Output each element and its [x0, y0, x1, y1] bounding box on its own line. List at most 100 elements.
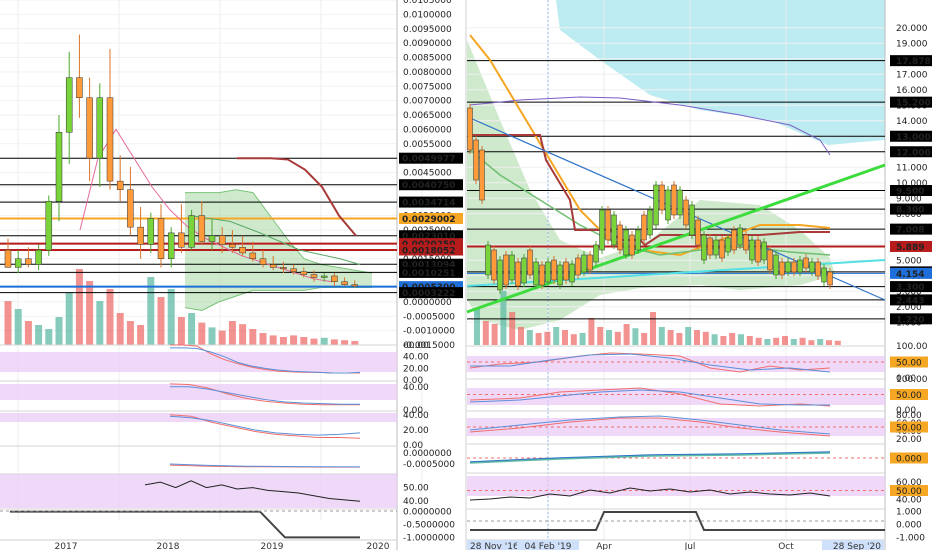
volume-bar — [320, 337, 328, 345]
volume-bar — [579, 333, 586, 345]
oscillator-tick-label: 0.00 — [403, 376, 423, 386]
oscillator-value-tag-label: 50.00 — [896, 359, 922, 369]
candle-body — [659, 184, 665, 211]
oscillator-tick-label: 100.00 — [896, 342, 928, 352]
blue-cloud — [556, 0, 885, 145]
volume-bar — [614, 331, 621, 345]
x-tick-label: 2017 — [55, 542, 78, 550]
price-level-tag — [399, 212, 463, 224]
candle-body — [785, 261, 791, 273]
candle-body — [485, 244, 491, 276]
price-level-tag-label: 0.0040750 — [402, 181, 456, 191]
purple-moving-average — [469, 96, 831, 156]
price-level-tag — [890, 240, 932, 252]
candle-body — [25, 258, 32, 265]
price-level-tag — [399, 196, 463, 208]
price-level-tag — [890, 313, 932, 325]
volume-bar — [711, 334, 718, 345]
candle-body — [479, 149, 485, 201]
volume-bar — [96, 301, 104, 345]
candle-body — [647, 209, 653, 236]
price-tick-label: 0.0000000 — [403, 298, 452, 308]
x-tick-label: Apr — [596, 542, 612, 550]
price-level-tag-label: 2.443 — [896, 296, 924, 306]
price-level-tag-label: 7.008 — [896, 226, 924, 236]
price-level-tag — [399, 152, 463, 164]
volume-bar — [667, 330, 674, 345]
oscillator-band — [0, 413, 397, 422]
volume-bar — [500, 291, 507, 345]
price-level-tag-label: 0.0029002 — [402, 215, 456, 225]
candle-body — [539, 264, 545, 286]
candle-body — [65, 77, 73, 133]
oscillator-series-line — [170, 347, 361, 374]
volume-bar — [773, 337, 780, 345]
candle-body — [743, 234, 749, 251]
volume-bar — [755, 337, 762, 345]
price-level-tag-label: 9.500 — [896, 187, 924, 197]
volume-bar — [676, 333, 683, 345]
candle-body — [707, 237, 713, 256]
volume-bar — [491, 324, 498, 345]
price-level-tag — [399, 230, 463, 242]
x-tick-label: Oct — [778, 542, 794, 550]
candle-body — [689, 204, 695, 236]
x-tick-label: 2018 — [157, 542, 180, 550]
volume-bar — [720, 336, 727, 345]
candle-body — [725, 237, 731, 253]
price-tick-label: 0.0090000 — [403, 39, 452, 49]
volume-bar — [553, 327, 560, 345]
price-level-tag — [399, 238, 463, 250]
price-tick-label: 16.000 — [896, 86, 928, 96]
oscillator-tick-label: 40.00 — [403, 383, 429, 393]
oscillator-tick-label: 0.0000000 — [403, 449, 452, 459]
volume-bar — [694, 330, 700, 345]
oscillator-series-line — [469, 389, 830, 406]
candle-body — [791, 261, 797, 273]
candle-body — [116, 180, 124, 190]
x-tick-label: 2019 — [261, 542, 284, 550]
x-tick-label: 2020 — [367, 542, 390, 550]
candle-body — [665, 189, 671, 221]
candle-body — [821, 267, 827, 283]
volume-bar — [208, 327, 216, 345]
volume-bar — [597, 327, 604, 345]
oscillator-series-line — [169, 383, 360, 406]
price-level-tag-label: 0.0013094 — [402, 261, 456, 271]
volume-bar — [228, 321, 236, 345]
candle-body — [467, 107, 473, 151]
x-tick-highlight — [822, 540, 884, 550]
price-level-tag-label: 0.0023010 — [402, 232, 456, 242]
oscillator-series-line — [469, 417, 831, 437]
volume-bar — [658, 327, 665, 345]
volume-bar — [764, 339, 771, 345]
price-tick-label: 8.000 — [896, 210, 922, 220]
volume-bar — [45, 329, 53, 345]
candle-body — [290, 268, 297, 272]
oscillator-band — [0, 384, 397, 400]
candle-body — [341, 281, 348, 285]
macd-line — [469, 451, 831, 463]
price-level-tag — [890, 294, 932, 306]
cloud-edge-top — [185, 189, 373, 274]
price-level-tag — [399, 281, 463, 293]
price-level-tag-label: 0.0034714 — [402, 199, 456, 209]
oscillator-tick-label: 0.000 — [896, 521, 922, 531]
candle-body — [521, 257, 527, 284]
x-tick-highlight — [467, 540, 529, 550]
candle-body — [497, 259, 503, 291]
candle-body — [239, 247, 246, 254]
volume-bar — [300, 337, 308, 345]
oscillator-tick-label: 0.0000000 — [403, 508, 452, 518]
candle-body — [249, 252, 257, 259]
oscillator-tick-label: 20.00 — [403, 426, 429, 436]
candle-body — [45, 201, 53, 251]
oscillator-band — [467, 476, 885, 496]
candle-body — [4, 249, 12, 268]
price-tick-label: 2.000 — [896, 303, 922, 313]
candle-body — [617, 224, 623, 251]
candle-body — [563, 261, 569, 281]
candle-body — [491, 249, 497, 281]
oscillator-band — [0, 352, 397, 372]
candle-body — [713, 239, 719, 256]
